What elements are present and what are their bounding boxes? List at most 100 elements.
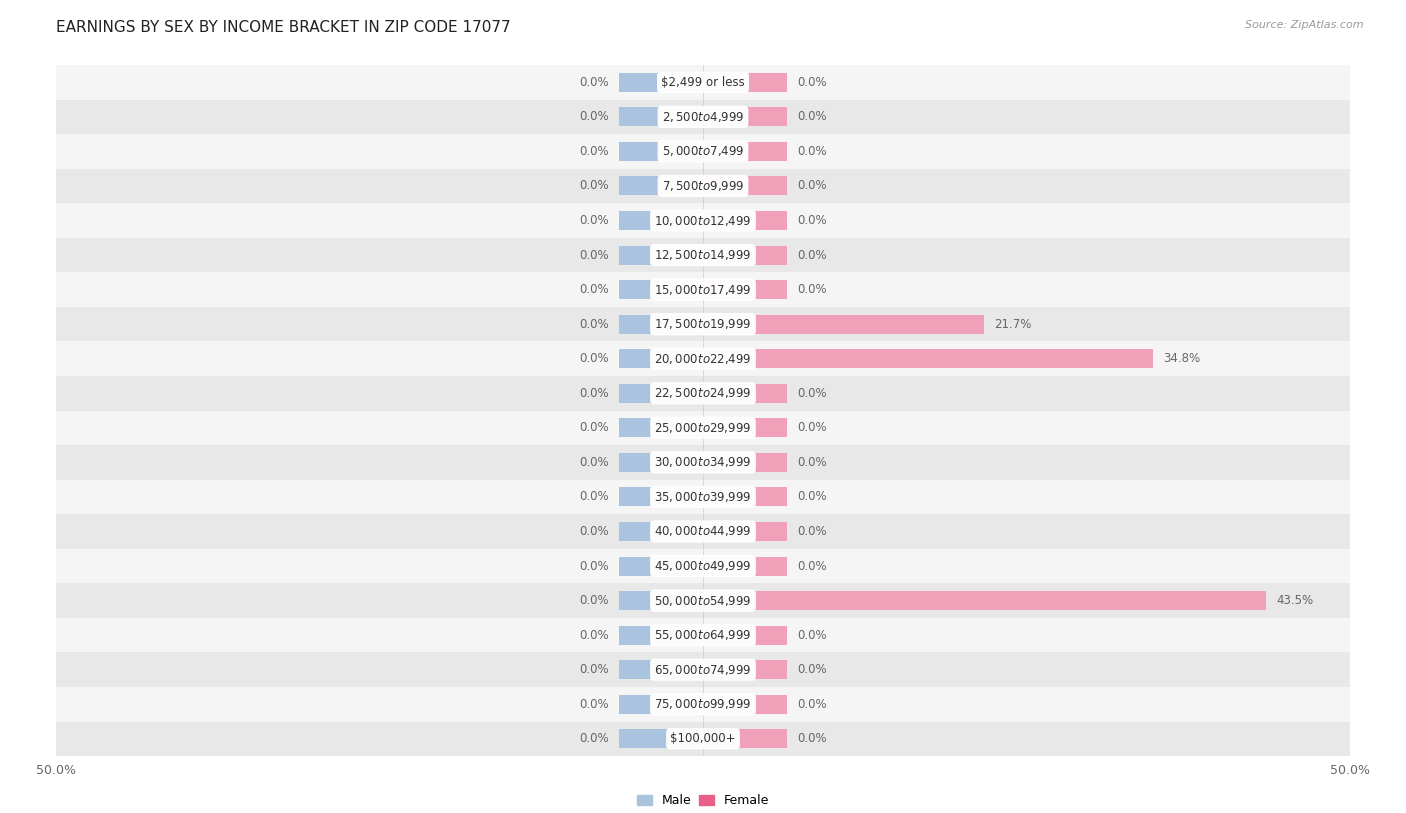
Text: 0.0%: 0.0% bbox=[797, 490, 827, 503]
Text: $10,000 to $12,499: $10,000 to $12,499 bbox=[654, 214, 752, 228]
Bar bbox=[56, 411, 1350, 446]
Text: $7,500 to $9,999: $7,500 to $9,999 bbox=[662, 179, 744, 193]
Bar bbox=[56, 652, 1350, 687]
Text: 0.0%: 0.0% bbox=[797, 111, 827, 124]
Bar bbox=[703, 315, 984, 333]
Text: 0.0%: 0.0% bbox=[579, 111, 609, 124]
Bar bbox=[56, 203, 1350, 238]
Bar bbox=[703, 280, 787, 299]
Bar bbox=[619, 350, 703, 368]
Bar bbox=[703, 729, 787, 748]
Bar bbox=[56, 584, 1350, 618]
Bar bbox=[619, 142, 703, 161]
Text: 0.0%: 0.0% bbox=[579, 421, 609, 434]
Text: $2,500 to $4,999: $2,500 to $4,999 bbox=[662, 110, 744, 124]
Bar bbox=[703, 695, 787, 714]
Bar bbox=[56, 618, 1350, 652]
Bar bbox=[56, 169, 1350, 203]
Text: $15,000 to $17,499: $15,000 to $17,499 bbox=[654, 283, 752, 297]
Text: 0.0%: 0.0% bbox=[579, 663, 609, 676]
Text: 0.0%: 0.0% bbox=[797, 456, 827, 469]
Text: 0.0%: 0.0% bbox=[579, 594, 609, 607]
Text: $17,500 to $19,999: $17,500 to $19,999 bbox=[654, 317, 752, 331]
Text: 0.0%: 0.0% bbox=[579, 76, 609, 89]
Text: 43.5%: 43.5% bbox=[1277, 594, 1313, 607]
Text: 0.0%: 0.0% bbox=[579, 733, 609, 746]
Bar bbox=[56, 549, 1350, 584]
Bar bbox=[703, 488, 787, 506]
Text: 34.8%: 34.8% bbox=[1164, 352, 1201, 365]
Bar bbox=[619, 107, 703, 126]
Text: $5,000 to $7,499: $5,000 to $7,499 bbox=[662, 145, 744, 159]
Bar bbox=[703, 557, 787, 576]
Text: $55,000 to $64,999: $55,000 to $64,999 bbox=[654, 628, 752, 642]
Bar bbox=[56, 65, 1350, 100]
Bar bbox=[703, 107, 787, 126]
Text: 0.0%: 0.0% bbox=[579, 490, 609, 503]
Bar bbox=[56, 376, 1350, 411]
Text: 0.0%: 0.0% bbox=[579, 352, 609, 365]
Bar bbox=[619, 660, 703, 679]
Text: 0.0%: 0.0% bbox=[797, 283, 827, 296]
Bar bbox=[703, 453, 787, 472]
Bar bbox=[703, 591, 1265, 610]
Text: 0.0%: 0.0% bbox=[797, 387, 827, 400]
Text: 0.0%: 0.0% bbox=[797, 249, 827, 262]
Bar bbox=[703, 211, 787, 230]
Bar bbox=[703, 626, 787, 645]
Bar bbox=[619, 522, 703, 541]
Legend: Male, Female: Male, Female bbox=[631, 789, 775, 812]
Bar bbox=[703, 142, 787, 161]
Text: $40,000 to $44,999: $40,000 to $44,999 bbox=[654, 524, 752, 538]
Text: 0.0%: 0.0% bbox=[797, 525, 827, 538]
Text: 21.7%: 21.7% bbox=[994, 318, 1032, 331]
Bar bbox=[56, 272, 1350, 307]
Text: 0.0%: 0.0% bbox=[579, 698, 609, 711]
Text: 0.0%: 0.0% bbox=[579, 318, 609, 331]
Bar bbox=[619, 557, 703, 576]
Bar bbox=[703, 660, 787, 679]
Text: 0.0%: 0.0% bbox=[797, 559, 827, 572]
Bar bbox=[703, 522, 787, 541]
Text: 0.0%: 0.0% bbox=[797, 733, 827, 746]
Bar bbox=[619, 246, 703, 264]
Text: 0.0%: 0.0% bbox=[797, 698, 827, 711]
Bar bbox=[619, 384, 703, 402]
Bar bbox=[619, 315, 703, 333]
Bar bbox=[56, 238, 1350, 272]
Bar bbox=[619, 488, 703, 506]
Bar bbox=[619, 695, 703, 714]
Text: $50,000 to $54,999: $50,000 to $54,999 bbox=[654, 593, 752, 607]
Text: $75,000 to $99,999: $75,000 to $99,999 bbox=[654, 698, 752, 711]
Bar bbox=[619, 280, 703, 299]
Bar bbox=[619, 626, 703, 645]
Text: 0.0%: 0.0% bbox=[797, 663, 827, 676]
Text: 0.0%: 0.0% bbox=[797, 628, 827, 641]
Text: 0.0%: 0.0% bbox=[579, 283, 609, 296]
Bar bbox=[703, 350, 1153, 368]
Bar bbox=[56, 134, 1350, 169]
Text: 0.0%: 0.0% bbox=[797, 214, 827, 227]
Text: $20,000 to $22,499: $20,000 to $22,499 bbox=[654, 352, 752, 366]
Text: Source: ZipAtlas.com: Source: ZipAtlas.com bbox=[1246, 20, 1364, 30]
Bar bbox=[619, 591, 703, 610]
Bar bbox=[703, 73, 787, 92]
Bar bbox=[56, 100, 1350, 134]
Text: 0.0%: 0.0% bbox=[797, 421, 827, 434]
Text: 0.0%: 0.0% bbox=[797, 180, 827, 193]
Bar bbox=[56, 515, 1350, 549]
Bar bbox=[703, 419, 787, 437]
Bar bbox=[619, 419, 703, 437]
Text: $25,000 to $29,999: $25,000 to $29,999 bbox=[654, 421, 752, 435]
Bar bbox=[703, 384, 787, 402]
Text: 0.0%: 0.0% bbox=[579, 456, 609, 469]
Text: 0.0%: 0.0% bbox=[579, 628, 609, 641]
Text: EARNINGS BY SEX BY INCOME BRACKET IN ZIP CODE 17077: EARNINGS BY SEX BY INCOME BRACKET IN ZIP… bbox=[56, 20, 510, 35]
Text: $45,000 to $49,999: $45,000 to $49,999 bbox=[654, 559, 752, 573]
Text: 0.0%: 0.0% bbox=[579, 180, 609, 193]
Text: 0.0%: 0.0% bbox=[579, 559, 609, 572]
Bar bbox=[56, 446, 1350, 480]
Bar bbox=[56, 307, 1350, 341]
Bar bbox=[619, 729, 703, 748]
Text: $12,500 to $14,999: $12,500 to $14,999 bbox=[654, 248, 752, 262]
